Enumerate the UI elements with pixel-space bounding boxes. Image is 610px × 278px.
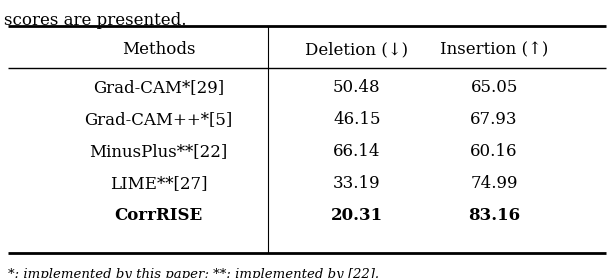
Text: 67.93: 67.93 [470, 111, 518, 128]
Text: 83.16: 83.16 [468, 207, 520, 225]
Text: *: implemented by this paper; **: implemented by [22].: *: implemented by this paper; **: implem… [8, 268, 379, 278]
Text: Grad-CAM*[29]: Grad-CAM*[29] [93, 80, 224, 96]
Text: Insertion (↑): Insertion (↑) [440, 41, 548, 58]
Text: 66.14: 66.14 [333, 143, 381, 160]
Text: 60.16: 60.16 [470, 143, 518, 160]
Text: CorrRISE: CorrRISE [115, 207, 203, 225]
Text: 46.15: 46.15 [333, 111, 381, 128]
Text: Grad-CAM++*[5]: Grad-CAM++*[5] [84, 111, 233, 128]
Text: 65.05: 65.05 [470, 80, 518, 96]
Text: MinusPlus**[22]: MinusPlus**[22] [90, 143, 228, 160]
Text: Deletion (↓): Deletion (↓) [305, 41, 409, 58]
Text: Methods: Methods [122, 41, 195, 58]
Text: 74.99: 74.99 [470, 175, 518, 192]
Text: 33.19: 33.19 [333, 175, 381, 192]
Text: scores are presented.: scores are presented. [4, 12, 187, 29]
Text: LIME**[27]: LIME**[27] [110, 175, 207, 192]
Text: 50.48: 50.48 [333, 80, 381, 96]
Text: 20.31: 20.31 [331, 207, 383, 225]
